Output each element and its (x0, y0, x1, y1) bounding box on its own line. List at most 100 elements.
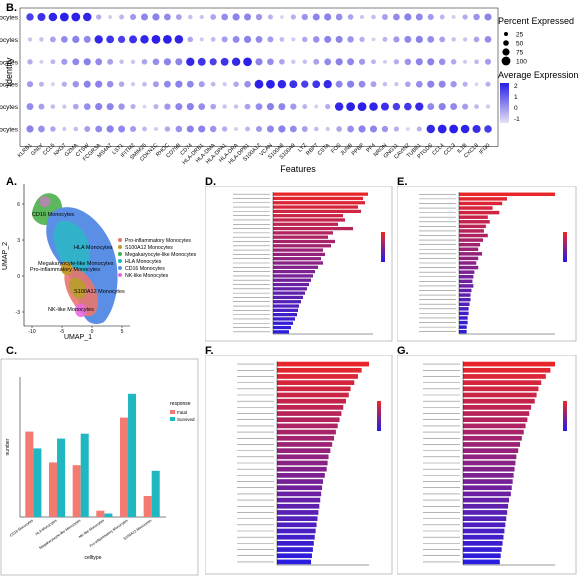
dotplot-row-label: Pro-inflammatory Monocytes (0, 127, 19, 134)
enrichment-bar (463, 466, 515, 472)
umap2-axis-label: UMAP_2 (2, 242, 9, 270)
dotplot-dot (38, 81, 44, 87)
dotplot-dot (50, 126, 56, 132)
enrichment-colorbar (563, 247, 567, 250)
gene-label: CCL4 (431, 143, 445, 157)
dotplot-dot (95, 125, 103, 133)
dotplot-dot (405, 127, 410, 131)
dotplot-dot (279, 58, 285, 65)
enrichment-bar (277, 417, 340, 423)
enrichment-bar (463, 429, 524, 435)
enrichment-bar (273, 218, 345, 222)
c-bar (33, 448, 42, 517)
dotplot-dot (61, 58, 68, 65)
enrichment-bar (459, 261, 477, 265)
dotplot-dot (83, 80, 91, 88)
gene-label: PF4 (366, 143, 377, 154)
enrichment-colorbar (377, 416, 381, 419)
enrichment-bar (459, 247, 479, 251)
dotplot-dot (140, 35, 149, 44)
dotplot-dot (222, 82, 227, 87)
size-legend-dot (502, 48, 510, 56)
c-bar (119, 417, 129, 517)
dotplot-dot (151, 35, 161, 44)
umap-label-nk: NK-like Monocytes (48, 307, 94, 313)
enrichment-bar (463, 547, 502, 552)
dotplot-dot (267, 14, 274, 20)
enrichment-bar (459, 325, 467, 329)
dotplot-dot (96, 14, 102, 20)
dotplot-dot (220, 57, 229, 66)
dotplot-dot (463, 59, 468, 64)
enrichment-bar (277, 510, 319, 515)
dotplot-dot (222, 104, 227, 109)
dotplot-dot (312, 36, 320, 43)
enrichment-bar (273, 239, 335, 244)
dotplot-dot (451, 37, 456, 42)
dotplot-dot (473, 13, 480, 21)
dotplot-dot (450, 81, 457, 88)
enrichment-bar (459, 220, 490, 224)
dotplot-dot (142, 126, 147, 132)
dotplot-dot (106, 80, 114, 88)
enrichment-colorbar (563, 241, 567, 244)
enrichment-bar (459, 297, 471, 302)
umap-legend-label: Megakaryocyte-like Monocytes (125, 252, 197, 258)
panel-g-label: G. (397, 345, 409, 357)
dotplot-dot (187, 36, 194, 43)
dotplot-dot (186, 80, 194, 88)
umap-cluster-labels: CD16 Monocytes HLA Monocytes Megakaryocy… (30, 212, 125, 313)
dotplot-dot (325, 103, 331, 110)
enrichment-bar (273, 214, 343, 218)
enrichment-bar (273, 244, 331, 248)
dotplot-dot (83, 12, 92, 22)
dotplot-dot (49, 36, 56, 43)
f-bars (237, 361, 381, 566)
dotplot-dot (336, 126, 342, 132)
dotplot-dot (175, 14, 182, 20)
enrichment-colorbar (563, 232, 567, 235)
c-bar (143, 496, 152, 517)
dotplot-dot (95, 103, 103, 111)
dotplot-dot (245, 126, 250, 132)
enrichment-bar (463, 380, 542, 385)
umap-xtick: 5 (121, 329, 124, 335)
dotplot-dot (484, 13, 492, 21)
c-bar (128, 393, 137, 517)
enrichment-bar (463, 479, 513, 484)
enrichment-colorbar (381, 250, 385, 253)
enrichment-bar (463, 516, 507, 521)
dotplot-dot (312, 13, 320, 21)
dotplot-dot (404, 102, 412, 111)
dotplot-dot (209, 125, 217, 133)
dotplot-dot (199, 14, 204, 20)
dotplot-dot (382, 14, 388, 20)
dotplot-dot (243, 35, 252, 44)
gene-label: RBP7 (305, 143, 319, 157)
umap-legend-label: Pro-inflammatory Monocytes (125, 238, 191, 244)
umap-legend-label: HLA Monocytes (125, 259, 162, 265)
size-legend-dot (504, 32, 508, 36)
enrichment-colorbar (563, 407, 567, 410)
dotplot-dot (163, 80, 171, 88)
dotplot-dot (210, 37, 216, 42)
enrichment-colorbar (563, 250, 567, 253)
enrichment-colorbar (563, 422, 567, 425)
dotplot-dot (197, 57, 206, 66)
enrichment-bar (277, 392, 349, 398)
dotplot-dot (26, 125, 34, 133)
dotplot-dot (106, 125, 114, 133)
dotplot-dot (324, 58, 332, 66)
enrichment-bar (277, 466, 327, 472)
enrichment-colorbar (563, 425, 567, 428)
dotplot-dot (472, 124, 481, 134)
enrichment-bar (459, 242, 481, 247)
c-bars: CD16 Monocytes HLA MonocytesMegakaryocyte… (9, 393, 160, 550)
dotplot-dot (415, 58, 423, 66)
enrichment-bar (273, 278, 311, 282)
dotplot-dot (382, 81, 388, 87)
dotplot-dot (130, 104, 136, 110)
dotplot-dot (199, 37, 204, 42)
umap-ytick: 6 (17, 202, 20, 208)
enrichment-bar (459, 252, 483, 256)
